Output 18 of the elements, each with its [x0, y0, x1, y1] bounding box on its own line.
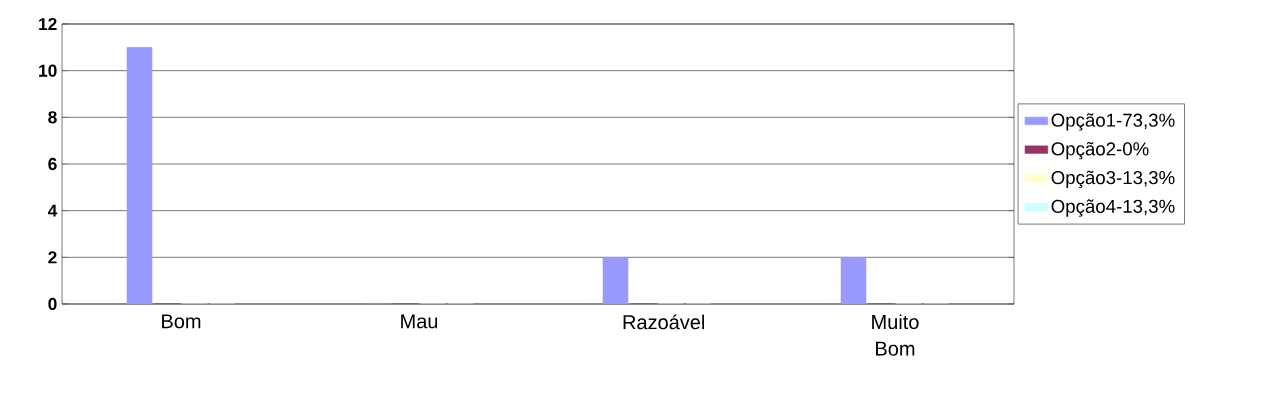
legend-label: Opção3-13,3% [1051, 170, 1175, 188]
y-tick-label: 6 [48, 157, 57, 171]
y-tick-label: 2 [48, 251, 57, 264]
x-tick-label: Bom [162, 314, 201, 329]
y-tick-label: 4 [47, 204, 58, 217]
x-tick-label: Muito Bom [872, 314, 919, 356]
legend-label: Opção4-13,3% [1051, 199, 1175, 217]
bar [126, 47, 153, 304]
legend-label: Opção1-73,3% [1051, 113, 1175, 131]
y-tick-label: 8 [48, 111, 57, 124]
bar [602, 257, 629, 304]
y-tick-label: 12 [39, 17, 57, 31]
bar [840, 257, 867, 304]
legend-label: Opção2-0% [1051, 141, 1149, 160]
y-tick-label: 10 [39, 64, 57, 77]
y-tick-label: 0 [48, 297, 57, 311]
x-tick-label: Razoável [623, 314, 705, 330]
x-tick-label: Mau [401, 314, 438, 329]
